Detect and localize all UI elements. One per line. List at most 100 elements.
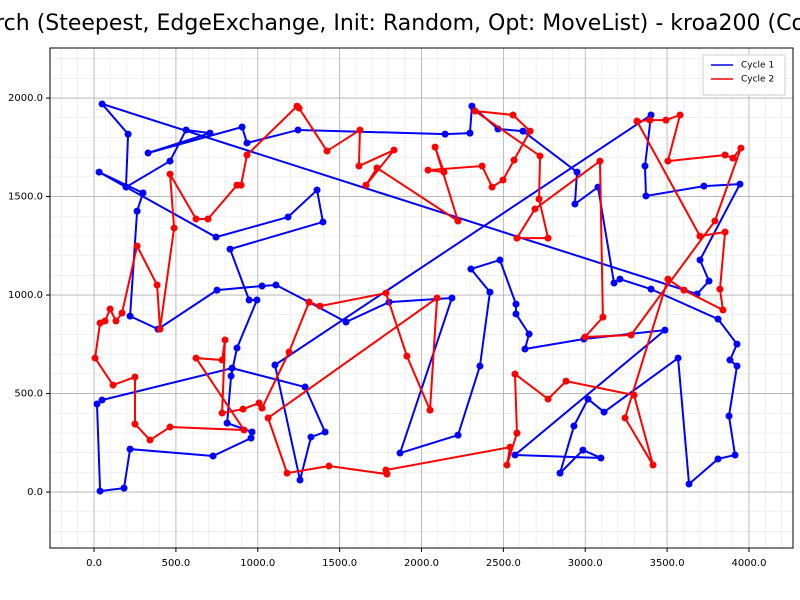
cycle-node	[646, 116, 654, 124]
cycle-node	[313, 186, 321, 194]
cycle-node	[441, 130, 449, 138]
cycle-node	[243, 139, 251, 147]
y-tick-label: 1000.0	[8, 290, 43, 301]
cycle-node	[526, 127, 534, 135]
cycle-node	[356, 126, 364, 134]
cycle-node	[616, 275, 624, 283]
cycle-node	[544, 234, 552, 242]
cycle-node	[535, 195, 543, 203]
cycle-node	[737, 144, 745, 152]
cycle-node	[600, 408, 608, 416]
cycle-node	[511, 451, 519, 459]
cycle-node	[599, 313, 607, 321]
cycle-node	[382, 289, 390, 297]
cycle-node	[218, 409, 226, 417]
cycle-node	[714, 315, 722, 323]
cycle-node	[131, 373, 139, 381]
cycle-node	[513, 234, 521, 242]
cycle-node	[597, 454, 605, 462]
cycle-node	[642, 192, 650, 200]
cycle-node	[228, 364, 236, 372]
cycle-node	[733, 340, 741, 348]
cycle-node	[729, 154, 737, 162]
cycle-node	[153, 281, 161, 289]
x-tick-label: 4000.0	[731, 558, 766, 569]
cycle-node	[596, 157, 604, 165]
cycle-node	[649, 461, 657, 469]
cycle-node	[633, 117, 641, 125]
y-tick-label: 0.0	[27, 487, 43, 498]
cycle-node	[240, 426, 248, 434]
cycle-node	[112, 317, 120, 325]
cycle-node	[630, 391, 638, 399]
cycle-node	[721, 228, 729, 236]
cycle-node	[664, 275, 672, 283]
cycle-node	[661, 326, 669, 334]
cycle-node	[101, 317, 109, 325]
x-tick-label: 0.0	[86, 558, 102, 569]
cycle-node	[323, 147, 331, 155]
cycle-node	[581, 333, 589, 341]
cycle-node	[218, 356, 226, 364]
legend-box	[702, 54, 786, 96]
cycle-node	[570, 422, 578, 430]
cycle-node	[716, 285, 724, 293]
cycle-node	[239, 405, 247, 413]
cycle-node	[258, 282, 266, 290]
cycle-node	[227, 372, 235, 380]
cycle-node	[223, 419, 231, 427]
cycle-node	[696, 232, 704, 240]
cycle-node	[166, 423, 174, 431]
cycle-node	[503, 461, 511, 469]
cycle-node	[182, 126, 190, 134]
cycle-node	[662, 116, 670, 124]
cycle-node	[98, 100, 106, 108]
cycle-node	[573, 168, 581, 176]
cycle-node	[96, 487, 104, 495]
cycle-node	[192, 215, 200, 223]
ticks: 0.0 500.0 1000.0 1500.0 2000.0 2500.0 3000.0 35…	[8, 93, 766, 569]
cycle-node	[285, 348, 293, 356]
cycle-node	[284, 213, 292, 221]
cycle-node	[471, 107, 479, 115]
cycle-node	[440, 168, 448, 176]
cycle-node	[512, 300, 520, 308]
cycle-node	[301, 383, 309, 391]
cycle-node	[696, 256, 704, 264]
cycle-node	[664, 157, 672, 165]
cycle-node	[512, 310, 520, 318]
cycle-node	[253, 296, 261, 304]
cycle-node	[511, 370, 519, 378]
cycle-node	[531, 205, 539, 213]
cycle-node	[525, 330, 533, 338]
chart-title: rch (Steepest, EdgeExchange, Init: Rando…	[0, 11, 800, 36]
cycle-node	[647, 285, 655, 293]
cycle-node	[680, 286, 688, 294]
cycle-node	[700, 182, 708, 190]
x-tick-label: 2000.0	[404, 558, 439, 569]
cycle-node	[122, 183, 130, 191]
cycle-node	[676, 111, 684, 119]
cycle-node	[93, 400, 101, 408]
cycle-node	[448, 294, 456, 302]
x-tick-label: 2500.0	[486, 558, 521, 569]
legend-label: Cycle 1	[741, 61, 774, 71]
cycle-node	[98, 396, 106, 404]
cycle-line	[93, 104, 742, 476]
cycle-node	[488, 183, 496, 191]
cycle-node	[212, 233, 220, 241]
cycle-node	[307, 433, 315, 441]
cycle-node	[431, 143, 439, 151]
cycle-node	[316, 302, 324, 310]
cycle-node	[519, 127, 527, 135]
cycle-node	[467, 265, 475, 273]
cycle-node	[106, 305, 114, 313]
cycle-node	[403, 352, 411, 360]
legend: Cycle 1 Cycle 2	[702, 54, 786, 96]
cycle-node	[295, 104, 303, 112]
cycle-node	[95, 168, 103, 176]
cycle-node	[476, 362, 484, 370]
cycle-node	[319, 218, 327, 226]
cycle-node	[584, 395, 592, 403]
